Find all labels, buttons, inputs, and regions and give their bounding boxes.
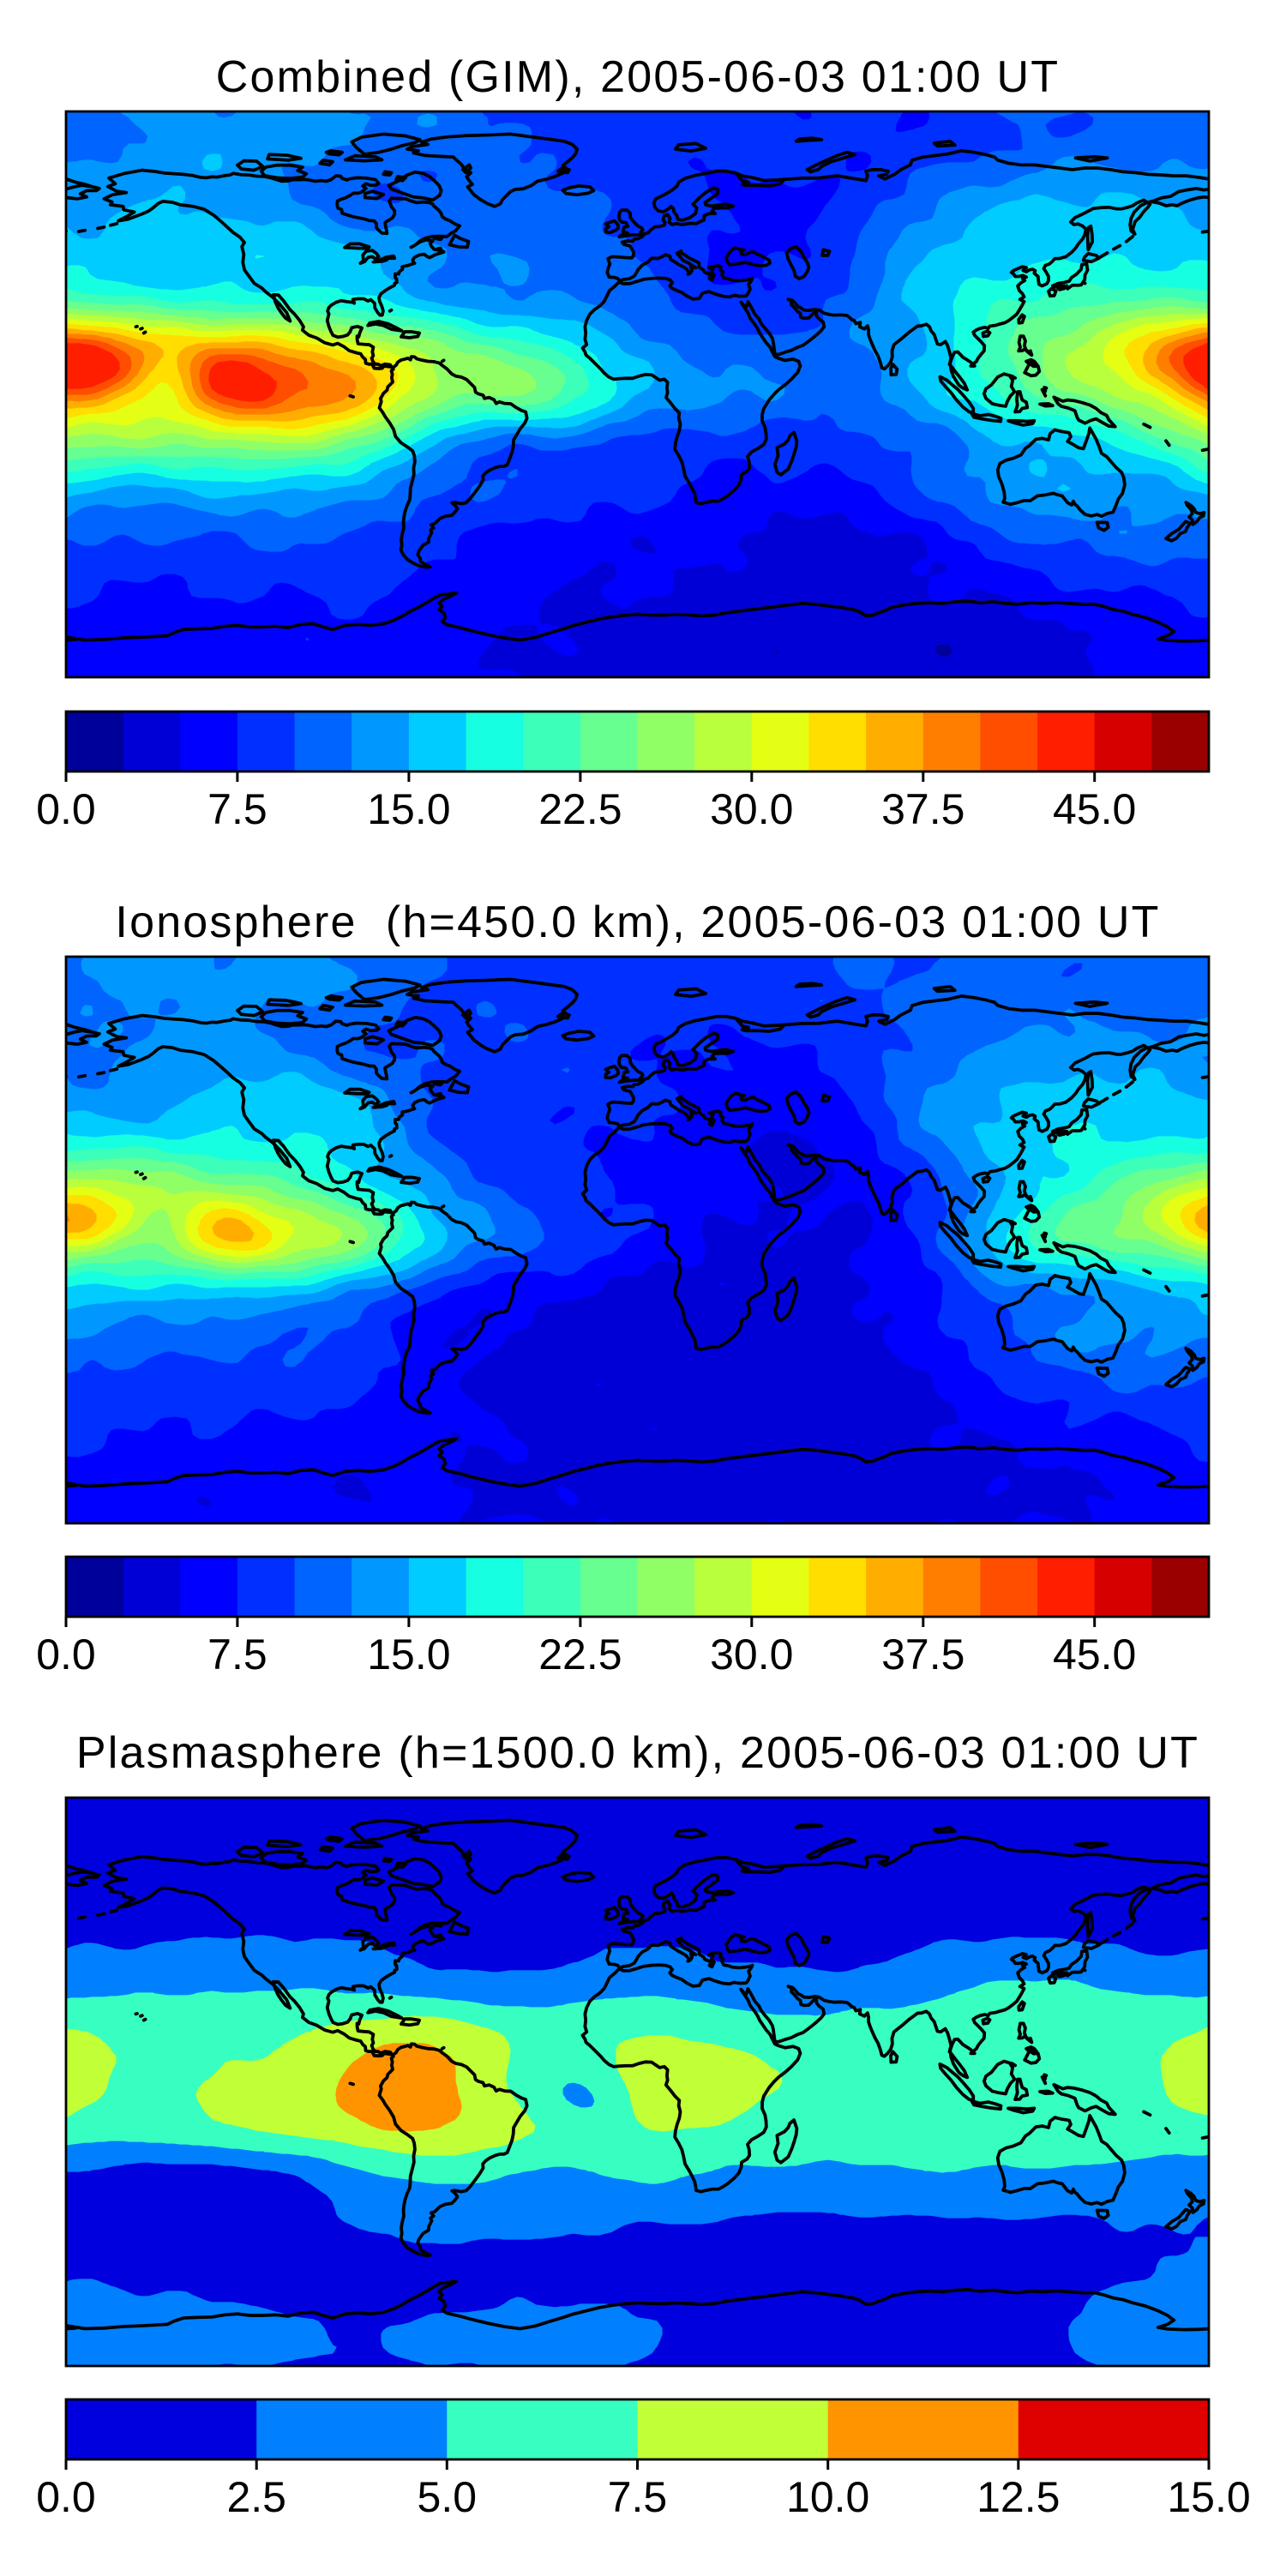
- svg-text:5.0: 5.0: [418, 2473, 478, 2521]
- svg-text:37.5: 37.5: [881, 1630, 964, 1678]
- svg-text:15.0: 15.0: [367, 785, 450, 833]
- svg-text:37.5: 37.5: [881, 785, 964, 833]
- svg-text:0.0: 0.0: [36, 785, 96, 833]
- svg-text:Ionosphere (h=450.0 km), 2005: Ionosphere (h=450.0 km), 2005-06-03 01:0…: [115, 898, 1160, 947]
- svg-text:30.0: 30.0: [710, 785, 793, 833]
- svg-text:12.5: 12.5: [977, 2473, 1060, 2521]
- svg-text:0.0: 0.0: [36, 2473, 96, 2521]
- svg-text:30.0: 30.0: [710, 1630, 793, 1678]
- svg-text:2.5: 2.5: [226, 2473, 286, 2521]
- svg-text:22.5: 22.5: [538, 1630, 622, 1678]
- svg-text:15.0: 15.0: [1167, 2473, 1250, 2521]
- svg-text:15.0: 15.0: [367, 1630, 450, 1678]
- svg-text:7.5: 7.5: [207, 1630, 267, 1678]
- svg-text:45.0: 45.0: [1053, 1630, 1136, 1678]
- svg-text:Combined (GIM), 2005-06-03 01:: Combined (GIM), 2005-06-03 01:00 UT: [216, 52, 1061, 102]
- svg-text:7.5: 7.5: [207, 785, 267, 833]
- svg-text:7.5: 7.5: [608, 2473, 668, 2521]
- svg-text:0.0: 0.0: [36, 1630, 96, 1678]
- svg-text:10.0: 10.0: [786, 2473, 869, 2521]
- svg-text:Plasmasphere (h=1500.0 km), 20: Plasmasphere (h=1500.0 km), 2005-06-03 0…: [76, 1728, 1199, 1778]
- svg-text:22.5: 22.5: [538, 785, 622, 833]
- svg-text:45.0: 45.0: [1053, 785, 1136, 833]
